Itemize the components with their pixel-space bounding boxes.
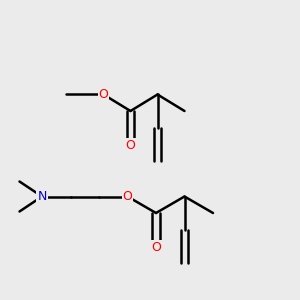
Text: N: N <box>37 190 47 203</box>
Text: O: O <box>123 190 132 203</box>
Text: O: O <box>126 139 135 152</box>
Text: O: O <box>151 241 161 254</box>
Text: O: O <box>99 88 108 101</box>
